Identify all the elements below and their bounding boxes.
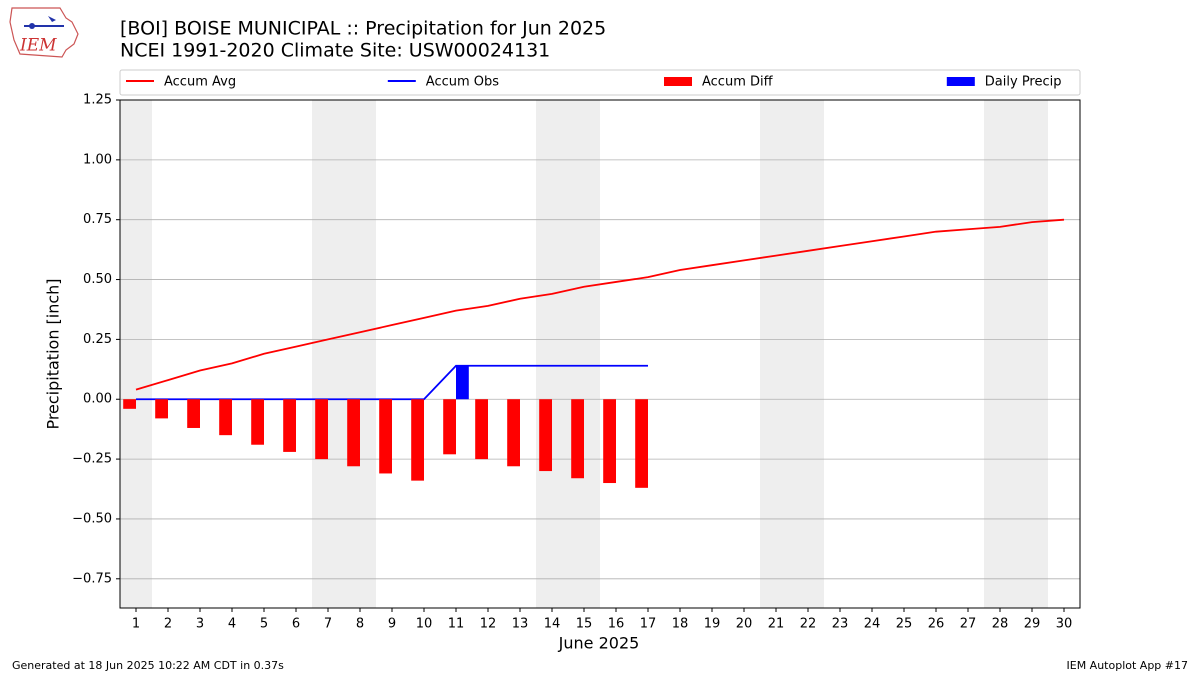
bar xyxy=(411,399,424,481)
weekend-band xyxy=(1016,100,1048,608)
bar xyxy=(315,399,328,460)
bar xyxy=(155,399,168,419)
x-tick-label: 16 xyxy=(608,617,625,632)
x-tick-label: 24 xyxy=(864,617,881,632)
bar xyxy=(251,399,264,445)
y-tick-label: −0.25 xyxy=(72,452,112,467)
y-tick-label: 0.00 xyxy=(83,392,112,407)
logo-text: IEM xyxy=(19,36,57,56)
x-tick-label: 25 xyxy=(896,617,913,632)
x-tick-label: 28 xyxy=(992,617,1009,632)
y-axis-label: Precipitation [inch] xyxy=(44,278,63,429)
weekend-band xyxy=(120,100,152,608)
weekend-band xyxy=(312,100,344,608)
legend-label: Accum Obs xyxy=(426,75,499,90)
bar xyxy=(443,399,456,455)
y-tick-label: 1.25 xyxy=(83,93,112,108)
bar xyxy=(475,399,488,460)
weekend-band xyxy=(536,100,568,608)
x-tick-label: 21 xyxy=(768,617,785,632)
legend-swatch xyxy=(664,77,692,86)
bar xyxy=(123,399,136,409)
legend-box xyxy=(119,69,1081,96)
x-tick-label: 11 xyxy=(448,617,465,632)
x-tick-label: 26 xyxy=(928,617,945,632)
y-tick-label: −0.75 xyxy=(72,571,112,586)
x-tick-label: 17 xyxy=(640,617,657,632)
logo: IEM xyxy=(9,7,79,58)
x-tick-label: 13 xyxy=(512,617,529,632)
bar xyxy=(539,399,552,472)
x-tick-label: 15 xyxy=(576,617,593,632)
bar xyxy=(379,399,392,474)
legend-label: Accum Avg xyxy=(164,75,236,90)
x-tick-label: 5 xyxy=(260,617,268,632)
x-axis-label: June 2025 xyxy=(558,634,640,653)
x-tick-label: 3 xyxy=(196,617,204,632)
x-tick-label: 30 xyxy=(1056,617,1073,632)
x-tick-label: 20 xyxy=(736,617,753,632)
plot-frame xyxy=(119,99,1081,609)
x-tick-label: 27 xyxy=(960,617,977,632)
legend-label: Daily Precip xyxy=(985,75,1062,90)
x-tick-label: 8 xyxy=(356,617,364,632)
x-tick-label: 9 xyxy=(388,617,396,632)
y-tick-label: 0.25 xyxy=(83,332,112,347)
bar xyxy=(283,399,296,452)
legend-label: Accum Diff xyxy=(702,75,774,90)
weekend-band xyxy=(760,100,792,608)
x-tick-label: 23 xyxy=(832,617,849,632)
chart-subtitle: NCEI 1991-2020 Climate Site: USW00024131 xyxy=(120,40,550,62)
weekend-band xyxy=(792,100,824,608)
bar xyxy=(571,399,584,479)
legend-swatch xyxy=(946,77,975,86)
x-tick-label: 7 xyxy=(324,617,332,632)
bar xyxy=(219,399,232,436)
weekend-band xyxy=(984,100,1016,608)
x-tick-label: 22 xyxy=(800,617,817,632)
x-tick-label: 1 xyxy=(132,617,140,632)
chart-title: [BOI] BOISE MUNICIPAL :: Precipitation f… xyxy=(120,18,606,40)
y-tick-label: −0.50 xyxy=(72,511,112,526)
x-tick-label: 29 xyxy=(1024,617,1041,632)
x-tick-label: 12 xyxy=(480,617,497,632)
x-tick-label: 14 xyxy=(544,617,561,632)
bar xyxy=(635,399,648,488)
bar xyxy=(456,365,469,400)
x-tick-label: 6 xyxy=(292,617,300,632)
weekend-band xyxy=(568,100,600,608)
x-tick-label: 10 xyxy=(416,617,433,632)
bar xyxy=(603,399,616,484)
x-tick-label: 2 xyxy=(164,617,172,632)
y-tick-label: 0.50 xyxy=(83,272,112,287)
y-tick-label: 1.00 xyxy=(83,152,112,167)
y-tick-label: 0.75 xyxy=(83,212,112,227)
bar xyxy=(507,399,520,467)
footer-left: Generated at 18 Jun 2025 10:22 AM CDT in… xyxy=(12,659,284,672)
bar xyxy=(187,399,200,428)
line xyxy=(135,218,1065,391)
x-tick-label: 4 xyxy=(228,617,236,632)
x-tick-label: 18 xyxy=(672,617,689,632)
x-tick-label: 19 xyxy=(704,617,721,632)
weekend-band xyxy=(344,100,376,608)
footer-right: IEM Autoplot App #17 xyxy=(1067,659,1189,672)
bar xyxy=(347,399,360,467)
